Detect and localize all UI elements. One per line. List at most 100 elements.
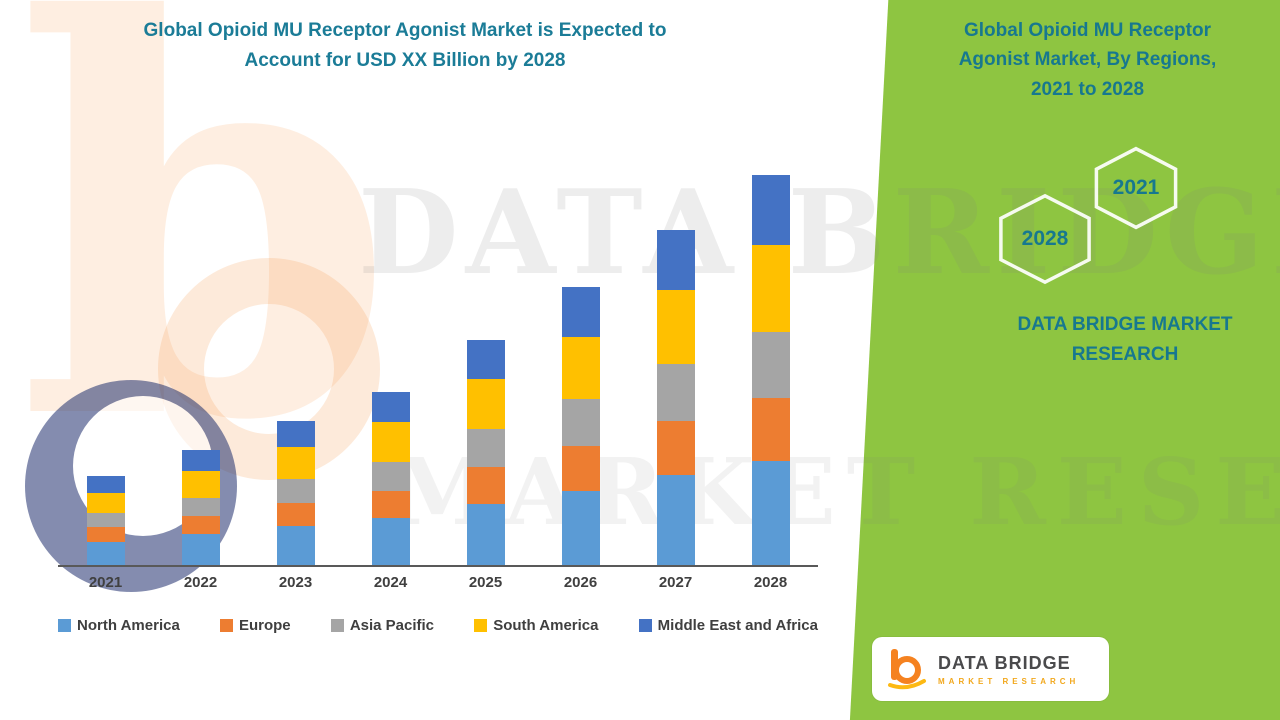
segment-2023-middle-east-and-africa <box>276 421 315 447</box>
segment-2021-south-america <box>86 492 125 513</box>
segment-2023-south-america <box>276 446 315 480</box>
chart-title-line1: Global Opioid MU Receptor Agonist Market… <box>143 20 667 41</box>
bar-2025 <box>438 170 533 565</box>
bar-2021 <box>58 170 153 565</box>
bar-stack-2028 <box>751 175 790 565</box>
logo-brand-text: DATA BRIDGE <box>938 652 1071 673</box>
legend-item-middle-east-and-africa: Middle East and Africa <box>638 617 818 634</box>
bar-2024 <box>343 170 438 565</box>
bar-stack-2026 <box>561 286 600 565</box>
segment-2027-europe <box>656 421 695 476</box>
segment-2026-asia-pacific <box>561 398 600 446</box>
hexagon-badge-2028: 2028 <box>996 194 1094 284</box>
bar-2026 <box>533 170 628 565</box>
segment-2026-south-america <box>561 336 600 399</box>
segment-2026-europe <box>561 445 600 491</box>
legend-item-europe: Europe <box>219 617 291 634</box>
logo-text-block: DATA BRIDGE MARKET RESEARCH <box>938 653 1079 686</box>
hexagon-2028-label: 2028 <box>1021 227 1069 250</box>
legend-label: Middle East and Africa <box>657 617 818 634</box>
legend-item-north-america: North America <box>58 617 180 634</box>
segment-2028-middle-east-and-africa <box>751 175 790 245</box>
databridge-logo-icon <box>888 649 926 690</box>
brand-text: DATA BRIDGE MARKET RESEARCH <box>960 310 1280 371</box>
legend-label: Europe <box>238 617 291 634</box>
segment-2022-south-america <box>181 471 220 498</box>
panel-title-line3: 2021 to 2028 <box>1030 78 1145 100</box>
segment-2028-south-america <box>751 244 790 332</box>
panel-title-line2: Agonist Market, By Regions, <box>958 49 1217 71</box>
bars-area <box>58 170 818 565</box>
x-label-2028: 2028 <box>753 574 788 591</box>
segment-2025-south-america <box>466 379 505 430</box>
segment-2022-middle-east-and-africa <box>181 449 220 472</box>
bar-2027 <box>628 170 723 565</box>
segment-2027-north-america <box>656 475 695 565</box>
x-label-2021: 2021 <box>88 574 123 591</box>
logo-card: DATA BRIDGE MARKET RESEARCH <box>872 637 1109 701</box>
segment-2021-asia-pacific <box>86 512 125 528</box>
segment-2027-south-america <box>656 289 695 365</box>
panel-title: Global Opioid MU Receptor Agonist Market… <box>935 16 1240 104</box>
legend-swatch-icon <box>474 619 488 632</box>
segment-2022-north-america <box>181 534 220 565</box>
segment-2024-north-america <box>371 518 410 565</box>
x-label-2023: 2023 <box>278 574 313 591</box>
legend-label: North America <box>77 617 180 634</box>
hexagon-badge-2021: 2021 <box>1092 147 1180 229</box>
hexagon-2021-label: 2021 <box>1112 176 1160 199</box>
bar-2028 <box>723 170 818 565</box>
stacked-bar-chart: 2021 2022 2023 2024 2025 2026 2027 2028 <box>58 170 818 591</box>
segment-2027-middle-east-and-africa <box>656 230 695 290</box>
x-label-2024: 2024 <box>373 574 408 591</box>
segment-2025-europe <box>466 467 505 504</box>
segment-2022-europe <box>181 516 220 535</box>
hexagon-outline-icon <box>1092 147 1180 229</box>
segment-2021-north-america <box>86 541 125 565</box>
bar-stack-2023 <box>276 421 315 565</box>
bar-stack-2027 <box>656 230 695 565</box>
segment-2026-middle-east-and-africa <box>561 286 600 337</box>
segment-2025-middle-east-and-africa <box>466 339 505 380</box>
brand-text-line2: RESEARCH <box>1071 344 1179 366</box>
segment-2022-asia-pacific <box>181 497 220 517</box>
segment-2026-north-america <box>561 490 600 565</box>
segment-2027-asia-pacific <box>656 364 695 422</box>
x-label-2026: 2026 <box>563 574 598 591</box>
segment-2023-north-america <box>276 526 315 565</box>
x-axis: 2021 2022 2023 2024 2025 2026 2027 2028 <box>58 565 818 591</box>
x-label-2022: 2022 <box>183 574 218 591</box>
legend-swatch-icon <box>219 619 233 632</box>
segment-2025-north-america <box>466 503 505 565</box>
segment-2028-asia-pacific <box>751 331 790 398</box>
segment-2028-europe <box>751 397 790 461</box>
brand-text-line1: DATA BRIDGE MARKET <box>1017 314 1233 335</box>
segment-2024-middle-east-and-africa <box>371 391 410 423</box>
segment-2023-europe <box>276 502 315 527</box>
segment-2024-asia-pacific <box>371 462 410 491</box>
legend-swatch-icon <box>58 619 71 632</box>
segment-2024-south-america <box>371 422 410 463</box>
bar-2023 <box>248 170 343 565</box>
hexagon-outline-icon <box>996 194 1094 284</box>
bar-stack-2025 <box>466 339 505 565</box>
legend-label: South America <box>493 617 599 634</box>
segment-2028-north-america <box>751 461 790 565</box>
x-label-2025: 2025 <box>468 574 503 591</box>
logo-sub-text: MARKET RESEARCH <box>938 676 1080 686</box>
segment-2021-middle-east-and-africa <box>86 476 125 493</box>
panel-title-line1: Global Opioid MU Receptor <box>963 20 1211 41</box>
bar-stack-2021 <box>86 476 125 565</box>
bar-stack-2024 <box>371 391 410 565</box>
segment-2021-europe <box>86 527 125 542</box>
legend-swatch-icon <box>330 619 344 632</box>
segment-2023-asia-pacific <box>276 479 315 503</box>
segment-2025-asia-pacific <box>466 429 505 468</box>
chart-title-line2: Account for USD XX Billion by 2028 <box>244 50 566 72</box>
legend-label: Asia Pacific <box>349 617 435 634</box>
chart-legend: North America Europe Asia Pacific South Ame… <box>58 617 818 634</box>
legend-swatch-icon <box>638 619 652 632</box>
segment-2024-europe <box>371 490 410 519</box>
